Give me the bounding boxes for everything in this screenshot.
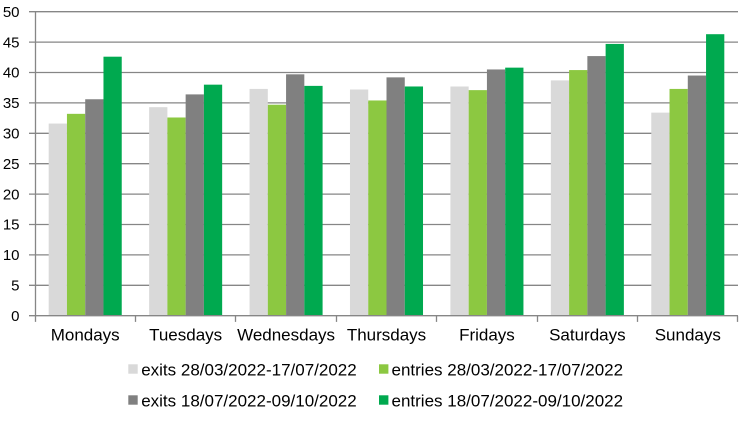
svg-text:Fridays: Fridays bbox=[459, 326, 515, 345]
svg-text:10: 10 bbox=[3, 247, 20, 264]
svg-text:30: 30 bbox=[3, 126, 20, 143]
svg-text:15: 15 bbox=[3, 217, 20, 234]
svg-text:Wednesdays: Wednesdays bbox=[237, 326, 335, 345]
svg-text:Saturdays: Saturdays bbox=[549, 326, 626, 345]
svg-text:entries 18/07/2022-09/10/2022: entries 18/07/2022-09/10/2022 bbox=[392, 391, 624, 410]
svg-text:50: 50 bbox=[3, 4, 20, 21]
svg-text:5: 5 bbox=[11, 278, 19, 295]
svg-text:Mondays: Mondays bbox=[51, 326, 120, 345]
svg-text:exits 18/07/2022-09/10/2022: exits 18/07/2022-09/10/2022 bbox=[141, 391, 357, 410]
svg-text:20: 20 bbox=[3, 186, 20, 203]
svg-text:40: 40 bbox=[3, 65, 20, 82]
svg-text:Sundays: Sundays bbox=[655, 326, 721, 345]
svg-text:exits 28/03/2022-17/07/2022: exits 28/03/2022-17/07/2022 bbox=[141, 360, 357, 379]
svg-text:entries 28/03/2022-17/07/2022: entries 28/03/2022-17/07/2022 bbox=[392, 360, 624, 379]
svg-text:35: 35 bbox=[3, 95, 20, 112]
svg-text:45: 45 bbox=[3, 34, 20, 51]
svg-text:Thursdays: Thursdays bbox=[347, 326, 426, 345]
svg-text:25: 25 bbox=[3, 156, 20, 173]
svg-text:0: 0 bbox=[11, 308, 19, 325]
svg-text:Tuesdays: Tuesdays bbox=[149, 326, 222, 345]
